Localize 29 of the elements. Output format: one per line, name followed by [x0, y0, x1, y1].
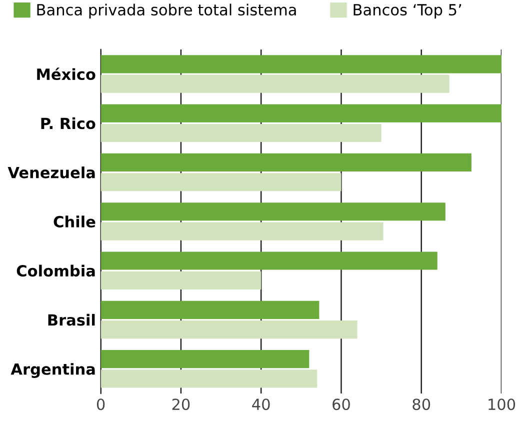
x-tick-label: 20 [172, 398, 190, 410]
bar [100, 104, 502, 122]
bar [100, 153, 472, 172]
y-tick-label: Argentina [10, 363, 95, 378]
bar [100, 350, 310, 368]
y-tick-label: Venezuela [8, 166, 95, 178]
y-tick-label: Colombia [16, 264, 95, 277]
x-tick-label: 60 [332, 398, 350, 410]
y-tick-label: México [37, 68, 96, 80]
y-tick-label: Brasil [48, 314, 95, 326]
bar [100, 55, 502, 74]
y-tick-label: Chile [54, 216, 96, 228]
bar [100, 320, 358, 339]
bar [100, 252, 438, 270]
bar [100, 370, 318, 388]
bar [100, 271, 262, 290]
y-tick-label: P. Rico [41, 117, 96, 130]
bar [100, 300, 320, 319]
bar [100, 124, 382, 142]
bar [100, 74, 450, 93]
x-tick-label: 40 [252, 398, 270, 410]
bar [100, 202, 446, 221]
legend-label: Banca privada sobre total sistema [37, 4, 296, 18]
x-tick-label: 80 [412, 398, 430, 410]
x-tick-label: 0 [96, 398, 105, 410]
bar [100, 173, 342, 192]
legend-label: Bancos ‘Top 5’ [354, 4, 462, 18]
bar [100, 222, 384, 240]
x-tick-label: 100 [488, 398, 516, 410]
